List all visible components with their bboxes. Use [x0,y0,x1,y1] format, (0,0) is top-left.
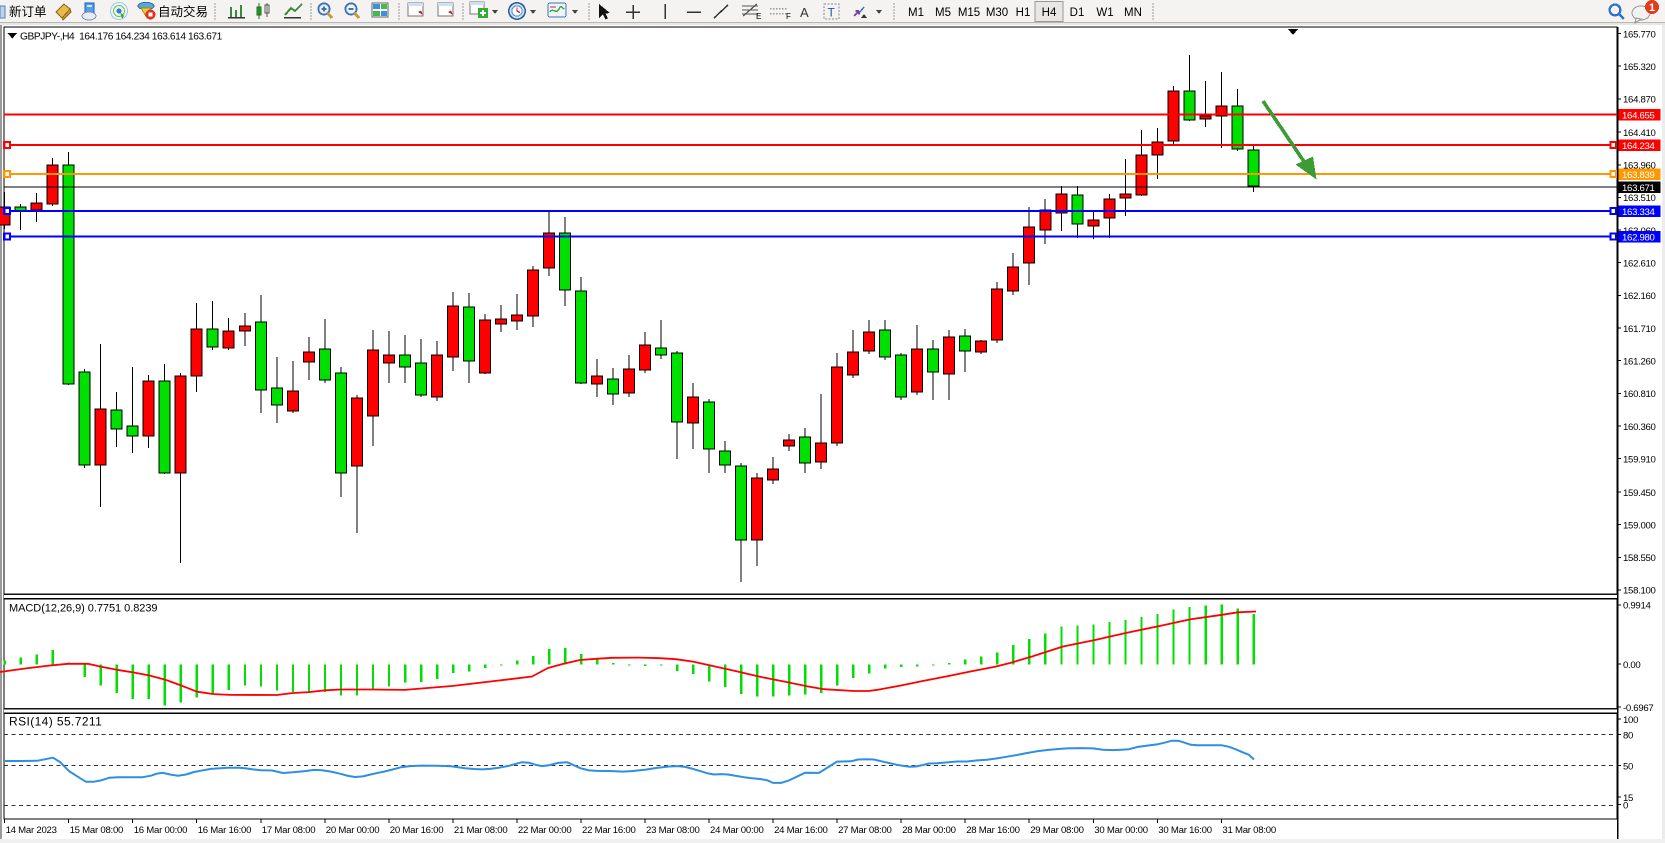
svg-text:160.810: 160.810 [1623,389,1656,400]
svg-text:15 Mar 08:00: 15 Mar 08:00 [70,825,124,836]
svg-text:20 Mar 16:00: 20 Mar 16:00 [390,825,444,836]
svg-text:M5: M5 [935,7,951,19]
svg-text:163.510: 163.510 [1623,193,1656,204]
svg-text:162.610: 162.610 [1623,259,1656,270]
svg-text:22 Mar 16:00: 22 Mar 16:00 [582,825,636,836]
svg-text:16 Mar 00:00: 16 Mar 00:00 [134,825,188,836]
svg-text:15: 15 [1623,793,1633,804]
svg-text:GBPJPY-,H4 164.176 164.234 16: GBPJPY-,H4 164.176 164.234 163.614 163.6… [20,32,223,43]
svg-text:161.260: 161.260 [1623,357,1656,368]
svg-text:M1: M1 [908,7,924,19]
svg-text:165.770: 165.770 [1623,29,1656,40]
svg-text:163.334: 163.334 [1622,207,1656,218]
svg-text:H4: H4 [1042,7,1057,19]
svg-text:22 Mar 00:00: 22 Mar 00:00 [518,825,572,836]
svg-text:30 Mar 00:00: 30 Mar 00:00 [1094,825,1148,836]
svg-text:20 Mar 00:00: 20 Mar 00:00 [326,825,380,836]
svg-text:80: 80 [1623,730,1633,741]
svg-text:165.320: 165.320 [1623,62,1656,73]
svg-text:F: F [786,12,791,21]
svg-text:M15: M15 [958,7,980,19]
svg-text:164.870: 164.870 [1623,95,1656,106]
svg-text:28 Mar 00:00: 28 Mar 00:00 [902,825,956,836]
svg-text:164.410: 164.410 [1623,128,1656,139]
svg-text:24 Mar 00:00: 24 Mar 00:00 [710,825,764,836]
svg-text:27 Mar 08:00: 27 Mar 08:00 [838,825,892,836]
svg-text:A: A [800,5,809,20]
svg-text:158.550: 158.550 [1623,553,1656,564]
svg-text:28 Mar 16:00: 28 Mar 16:00 [966,825,1020,836]
svg-text:159.910: 159.910 [1623,454,1656,465]
svg-text:159.450: 159.450 [1623,488,1656,499]
svg-text:MACD(12,26,9) 0.7751 0.8239: MACD(12,26,9) 0.7751 0.8239 [9,603,157,615]
svg-text:163.839: 163.839 [1622,170,1655,181]
svg-text:160.360: 160.360 [1623,422,1656,433]
svg-text:0.00: 0.00 [1623,660,1640,671]
svg-text:163.960: 163.960 [1623,161,1656,172]
svg-text:0.9914: 0.9914 [1623,601,1652,612]
svg-text:MN: MN [1124,7,1142,19]
svg-text:21 Mar 08:00: 21 Mar 08:00 [454,825,508,836]
svg-text:E: E [756,12,761,21]
svg-text:161.710: 161.710 [1623,324,1656,335]
svg-text:1: 1 [1649,2,1655,14]
svg-text:164.234: 164.234 [1622,141,1656,152]
svg-text:14 Mar 2023: 14 Mar 2023 [6,825,57,836]
svg-text:163.671: 163.671 [1622,183,1655,194]
svg-text:100: 100 [1623,715,1638,726]
svg-text:16 Mar 16:00: 16 Mar 16:00 [198,825,252,836]
svg-text:自动交易: 自动交易 [158,4,208,19]
svg-text:50: 50 [1623,761,1633,772]
svg-text:29 Mar 08:00: 29 Mar 08:00 [1030,825,1084,836]
svg-text:17 Mar 08:00: 17 Mar 08:00 [262,825,316,836]
svg-text:159.000: 159.000 [1623,520,1656,531]
svg-text:W1: W1 [1096,7,1113,19]
svg-text:162.980: 162.980 [1622,233,1655,244]
svg-text:164.655: 164.655 [1622,111,1655,122]
svg-text:D1: D1 [1070,7,1085,19]
svg-text:-0.6967: -0.6967 [1623,703,1653,714]
svg-text:RSI(14) 55.7211: RSI(14) 55.7211 [9,715,102,729]
svg-text:23 Mar 08:00: 23 Mar 08:00 [646,825,700,836]
svg-text:24 Mar 16:00: 24 Mar 16:00 [774,825,828,836]
svg-text:H1: H1 [1016,7,1031,19]
svg-text:T: T [828,6,836,20]
svg-text:0: 0 [1623,800,1628,811]
svg-text:30 Mar 16:00: 30 Mar 16:00 [1158,825,1212,836]
svg-text:158.100: 158.100 [1623,586,1656,597]
svg-text:M30: M30 [986,7,1008,19]
svg-text:新订单: 新订单 [9,4,47,19]
svg-text:162.160: 162.160 [1623,291,1656,302]
svg-text:31 Mar 08:00: 31 Mar 08:00 [1222,825,1276,836]
